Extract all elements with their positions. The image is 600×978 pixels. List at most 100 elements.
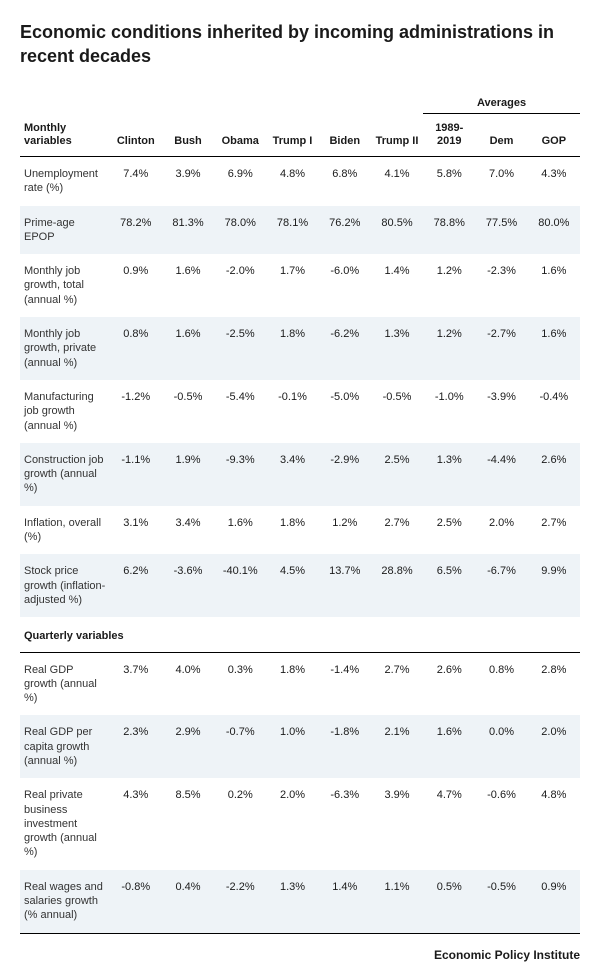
data-cell: 1.4% (371, 254, 423, 317)
data-cell: -0.1% (266, 380, 318, 443)
data-cell: 8.5% (162, 778, 214, 869)
data-cell: 1.3% (266, 870, 318, 933)
data-cell: 3.1% (110, 506, 162, 555)
data-cell: 1.6% (528, 317, 580, 380)
data-cell: 0.5% (423, 870, 475, 933)
data-cell: 2.0% (475, 506, 527, 555)
data-cell: -1.1% (110, 443, 162, 506)
table-row: Monthly job growth, private (annual %)0.… (20, 317, 580, 380)
data-cell: 0.3% (214, 652, 266, 715)
data-cell: -2.5% (214, 317, 266, 380)
page-title: Economic conditions inherited by incomin… (20, 20, 580, 69)
data-cell: 2.7% (528, 506, 580, 555)
data-cell: 1.6% (214, 506, 266, 555)
row-label: Real private business investment growth … (20, 778, 110, 869)
data-cell: -2.0% (214, 254, 266, 317)
footer-source: Economic Policy Institute (20, 948, 580, 962)
data-cell: 3.4% (266, 443, 318, 506)
data-cell: 2.1% (371, 715, 423, 778)
data-cell: -0.8% (110, 870, 162, 933)
row-label: Prime-age EPOP (20, 206, 110, 255)
data-cell: 4.8% (528, 778, 580, 869)
averages-group-header: Averages (423, 93, 580, 114)
data-cell: 28.8% (371, 554, 423, 617)
data-cell: 78.0% (214, 206, 266, 255)
data-cell: -6.2% (319, 317, 371, 380)
data-cell: 2.8% (528, 652, 580, 715)
data-cell: -5.0% (319, 380, 371, 443)
data-cell: 76.2% (319, 206, 371, 255)
data-cell: 0.2% (214, 778, 266, 869)
data-cell: 7.0% (475, 156, 527, 205)
data-cell: 1.3% (371, 317, 423, 380)
data-cell: 81.3% (162, 206, 214, 255)
data-cell: 13.7% (319, 554, 371, 617)
data-cell: 5.8% (423, 156, 475, 205)
data-cell: 4.0% (162, 652, 214, 715)
data-cell: -1.0% (423, 380, 475, 443)
data-cell: 3.7% (110, 652, 162, 715)
data-cell: 7.4% (110, 156, 162, 205)
row-label: Inflation, overall (%) (20, 506, 110, 555)
data-cell: -0.7% (214, 715, 266, 778)
data-cell: 4.1% (371, 156, 423, 205)
data-cell: -1.8% (319, 715, 371, 778)
data-cell: 1.1% (371, 870, 423, 933)
data-cell: -1.2% (110, 380, 162, 443)
data-cell: 1.8% (266, 652, 318, 715)
row-label: Manufacturing job growth (annual %) (20, 380, 110, 443)
data-cell: 0.8% (475, 652, 527, 715)
data-cell: 4.3% (528, 156, 580, 205)
data-cell: -1.4% (319, 652, 371, 715)
data-cell: 4.3% (110, 778, 162, 869)
data-cell: -4.4% (475, 443, 527, 506)
table-body: Unemployment rate (%)7.4%3.9%6.9%4.8%6.8… (20, 156, 580, 933)
data-cell: 9.9% (528, 554, 580, 617)
data-cell: 4.7% (423, 778, 475, 869)
data-cell: -2.7% (475, 317, 527, 380)
data-cell: -9.3% (214, 443, 266, 506)
data-cell: 3.9% (162, 156, 214, 205)
col-avg-dem: Dem (475, 113, 527, 156)
data-cell: -40.1% (214, 554, 266, 617)
data-cell: 0.9% (528, 870, 580, 933)
data-cell: 2.3% (110, 715, 162, 778)
row-label: Stock price growth (inflation-adjusted %… (20, 554, 110, 617)
data-cell: -3.9% (475, 380, 527, 443)
data-cell: 6.5% (423, 554, 475, 617)
data-cell: -2.9% (319, 443, 371, 506)
table-row: Stock price growth (inflation-adjusted %… (20, 554, 580, 617)
data-cell: 0.0% (475, 715, 527, 778)
data-cell: 1.6% (423, 715, 475, 778)
data-cell: 1.9% (162, 443, 214, 506)
row-label: Real wages and salaries growth (% annual… (20, 870, 110, 933)
data-cell: 78.2% (110, 206, 162, 255)
data-cell: 1.6% (162, 317, 214, 380)
table-row: Real GDP per capita growth (annual %)2.3… (20, 715, 580, 778)
data-cell: 1.6% (528, 254, 580, 317)
data-cell: 2.5% (423, 506, 475, 555)
row-label: Unemployment rate (%) (20, 156, 110, 205)
table-row: Prime-age EPOP78.2%81.3%78.0%78.1%76.2%8… (20, 206, 580, 255)
table-row: Unemployment rate (%)7.4%3.9%6.9%4.8%6.8… (20, 156, 580, 205)
data-cell: 80.5% (371, 206, 423, 255)
table-row: Real GDP growth (annual %)3.7%4.0%0.3%1.… (20, 652, 580, 715)
data-cell: -6.0% (319, 254, 371, 317)
table-row: Inflation, overall (%)3.1%3.4%1.6%1.8%1.… (20, 506, 580, 555)
data-cell: -3.6% (162, 554, 214, 617)
data-cell: 1.8% (266, 506, 318, 555)
row-label: Real GDP growth (annual %) (20, 652, 110, 715)
row-label: Construction job growth (annual %) (20, 443, 110, 506)
col-bush: Bush (162, 113, 214, 156)
data-cell: 1.4% (319, 870, 371, 933)
data-cell: -2.3% (475, 254, 527, 317)
data-cell: 3.4% (162, 506, 214, 555)
data-cell: 0.4% (162, 870, 214, 933)
data-cell: 80.0% (528, 206, 580, 255)
table-row: Manufacturing job growth (annual %)-1.2%… (20, 380, 580, 443)
data-cell: 0.9% (110, 254, 162, 317)
data-cell: 4.5% (266, 554, 318, 617)
data-cell: 0.8% (110, 317, 162, 380)
data-cell: 1.2% (423, 317, 475, 380)
data-cell: -0.5% (475, 870, 527, 933)
